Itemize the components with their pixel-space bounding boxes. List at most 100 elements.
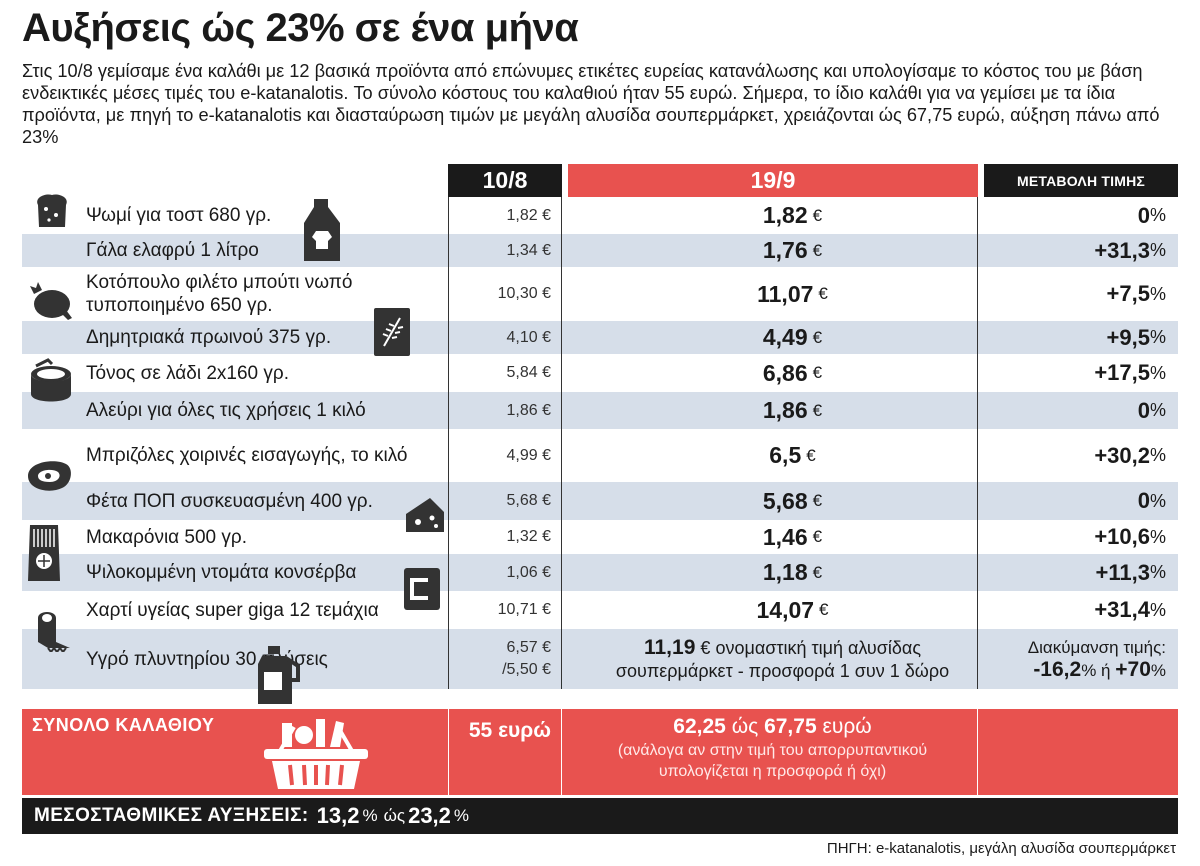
new-price-euro: € — [818, 284, 828, 303]
price-change: +31,3% — [984, 234, 1178, 267]
price-change-value: +31,4 — [1094, 597, 1150, 622]
total-new-high: 67,75 — [764, 715, 817, 738]
new-price: 1,76 € — [568, 234, 978, 267]
product-name: Χαρτί υγείας super giga 12 τεμάχια — [86, 599, 379, 621]
basket-total: ΣΥΝΟΛΟ ΚΑΛΑΘΙΟΥ 55 ευρώ 62,25 ώς 67,75 ε… — [22, 709, 1178, 795]
new-price: 4,49 € — [568, 321, 978, 354]
new-price-value: 14,07 — [756, 596, 815, 623]
price-change: +9,5% — [984, 321, 1178, 354]
price-change-value: 0 — [1137, 397, 1150, 423]
product-name: Αλεύρι για όλες τις χρήσεις 1 κιλό — [86, 400, 366, 421]
price-change-low: -16,2 — [1033, 657, 1082, 681]
price-change-pct: % — [1149, 283, 1166, 304]
old-price: 1,34 € — [448, 234, 562, 267]
steak-icon — [28, 461, 71, 491]
price-change: Διακύμανση τιμής: -16,2% ή +70% — [984, 629, 1178, 689]
cereal-box-icon — [374, 308, 410, 356]
new-price: 1,18 € — [568, 554, 978, 591]
new-price-text-2: σουπερμάρκετ - προσφορά 1 συν 1 δώρο — [615, 660, 950, 681]
table-row: Χαρτί υγείας super giga 12 τεμάχια 10,71 … — [22, 591, 1178, 629]
product-name: Δημητριακά πρωινού 375 γρ. — [86, 327, 332, 348]
price-change-pct: % — [1149, 240, 1166, 260]
old-price: 1,86 € — [448, 392, 562, 429]
new-price-euro: € — [812, 205, 823, 225]
new-price: 11,07 € — [568, 267, 978, 321]
price-change-value: +30,2 — [1094, 442, 1150, 468]
average-increase: ΜΕΣΟΣΤΑΘΜΙΚΕΣ ΑΥΞΗΣΕΙΣ: 13,2 % ώς 23,2 % — [22, 798, 1178, 834]
product-name: Ψιλοκομμένη ντομάτα κονσέρβα — [86, 562, 357, 583]
new-price-value: 1,82 — [762, 202, 808, 228]
price-change-pct: % — [1149, 526, 1166, 547]
average-high-pct: % — [453, 806, 470, 825]
price-change-value: +17,5 — [1094, 360, 1150, 385]
average-low-pct: % — [362, 806, 378, 825]
old-price: 1,06 € — [448, 554, 562, 591]
new-price-value: 6,5 — [769, 442, 802, 468]
old-price: 10,30 € — [448, 267, 562, 321]
old-price: 1,82 € — [448, 197, 562, 234]
product-name: Μακαρόνια 500 γρ. — [86, 526, 247, 548]
price-change-pct: % — [1149, 362, 1166, 383]
price-change-pct: % — [1149, 599, 1166, 620]
product-name: Μπριζόλες χοιρινές εισαγωγής, το κιλό — [86, 445, 408, 466]
total-new-sep: ώς — [731, 715, 759, 738]
new-price-value: 4,49 — [762, 324, 808, 350]
header-new-date: 19/9 — [568, 164, 978, 197]
table-row: Υγρό πλυντηρίου 30 πλύσεις 6,57 €/5,50 €1… — [22, 629, 1178, 689]
new-price-value: 1,46 — [762, 523, 808, 550]
price-change-high-pct: % — [1150, 660, 1166, 680]
new-price-euro: € — [812, 491, 823, 510]
new-price-value: 5,68 — [762, 487, 808, 514]
bread-icon — [37, 194, 67, 227]
average-high: 23,2 — [408, 803, 451, 828]
table-body: Ψωμί για τοστ 680 γρ. 1,82 €1,82 €0% Γάλα ε… — [22, 197, 1178, 689]
header-price-change: ΜΕΤΑΒΟΛΗ ΤΙΜΗΣ — [984, 164, 1178, 197]
table-row: Μπριζόλες χοιρινές εισαγωγής, το κιλό 4,9… — [22, 429, 1178, 482]
price-change: +7,5% — [984, 267, 1178, 321]
old-price: 10,71 € — [448, 591, 562, 629]
new-price-value: 11,19 — [643, 635, 696, 659]
new-price-value: 6,86 — [762, 359, 808, 386]
price-change-value: 0 — [1137, 202, 1150, 228]
new-price-euro: € — [812, 363, 823, 382]
total-new-unit: ευρώ — [822, 715, 872, 738]
price-change-value: +10,6 — [1094, 524, 1150, 549]
price-change: +10,6% — [984, 520, 1178, 554]
price-change-value: 0 — [1137, 488, 1150, 513]
can-icon — [404, 568, 440, 610]
price-change-or: ή — [1101, 660, 1111, 680]
page-subtitle: Στις 10/8 γεμίσαμε ένα καλάθι με 12 βασι… — [22, 61, 1160, 147]
price-change: 0% — [984, 482, 1178, 520]
product-name: Ψωμί για τοστ 680 γρ. — [86, 205, 272, 226]
new-price-euro: € — [806, 445, 816, 465]
price-change-high: +70 — [1115, 657, 1151, 681]
price-change-pct: % — [1149, 400, 1166, 420]
price-change: +17,5% — [984, 354, 1178, 392]
new-price: 5,68 € — [568, 482, 978, 520]
price-change-pct: % — [1149, 562, 1166, 582]
new-price-euro: € — [819, 600, 829, 619]
price-change-pct: % — [1149, 490, 1166, 511]
old-price: 1,32 € — [448, 520, 562, 554]
new-price-value: 11,07 — [757, 280, 814, 307]
total-note-2: υπολογίζεται η προσφορά ή όχι) — [658, 763, 887, 780]
old-price-line-1: 6,57 € — [506, 639, 551, 656]
product-name: Κοτόπουλο φιλέτο μπούτι νωπό τυποποιημέν… — [86, 272, 353, 316]
price-change-value: +11,3 — [1095, 559, 1150, 585]
old-price: 6,57 € /5,50 € — [448, 629, 562, 689]
table-row: Αλεύρι για όλες τις χρήσεις 1 κιλό 1,86 €… — [22, 392, 1178, 429]
price-table: 10/8 19/9 ΜΕΤΑΒΟΛΗ ΤΙΜΗΣ Ψωμί για τοστ 6… — [22, 164, 1178, 689]
old-price: 5,68 € — [448, 482, 562, 520]
new-price-text-1: ονομαστική τιμή αλυσίδας — [715, 637, 921, 658]
price-change-value: +7,5 — [1106, 281, 1150, 306]
shopping-basket-icon — [264, 719, 368, 789]
price-change-value: +9,5 — [1106, 324, 1150, 350]
total-new: 62,25 ώς 67,75 ευρώ (ανάλογα αν στην τιμ… — [568, 709, 978, 795]
table-row: Μακαρόνια 500 γρ. 1,32 €1,46 € +10,6% — [22, 520, 1178, 554]
price-change: +31,4% — [984, 591, 1178, 629]
new-price-euro: € — [812, 562, 823, 582]
detergent-bottle-icon — [258, 646, 300, 704]
price-change-pct: % — [1149, 205, 1166, 225]
average-low: 13,2 — [316, 803, 360, 828]
pasta-icon — [28, 525, 60, 581]
